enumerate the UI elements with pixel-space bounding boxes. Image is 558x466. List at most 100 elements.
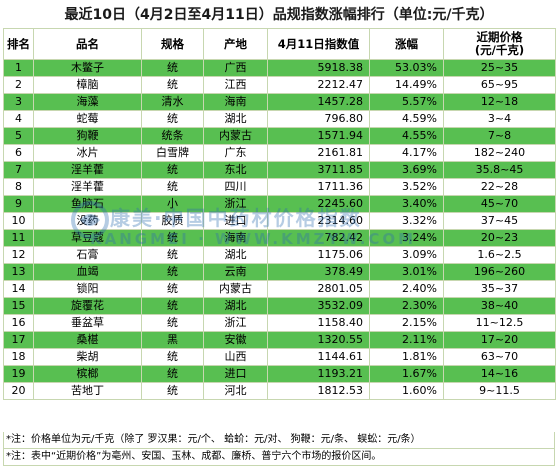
table-row: 5 狗鞭 统条 内蒙古 1571.94 4.55% 7~8 (3, 127, 556, 145)
cell-origin: 湖北 (203, 246, 268, 264)
cell-index-value: 1812.53 (267, 382, 370, 400)
cell-spec: 统 (141, 110, 204, 128)
cell-change: 2.15% (369, 314, 444, 332)
table-row: 2 樟脑统江西 2212.47 14.49% 65~95 (3, 76, 556, 94)
cell-name: 狗鞭 (33, 127, 142, 145)
cell-rank: 10 (3, 212, 34, 230)
page-title: 最近10日（4月2日至4月11日）品规指数涨幅排行（单位:元/千克） (0, 0, 558, 28)
cell-origin: 内蒙古 (203, 280, 268, 298)
footnote-markets: *注：表中“近期价格”为亳州、安国、玉林、成都、廉桥、普宁六个市场的报价区间。 (3, 449, 555, 466)
cell-spec: 统 (141, 59, 204, 77)
cell-origin: 海南 (203, 229, 268, 247)
cell-spec: 统 (141, 76, 204, 94)
cell-origin: 山西 (203, 348, 268, 366)
cell-origin: 进口 (203, 365, 268, 383)
cell-name: 樟脑 (33, 76, 142, 94)
header-spec: 规格 (141, 28, 204, 60)
cell-change: 14.49% (369, 76, 444, 94)
table-header-row: 排名 品名 规格 产地 4月11日指数值 涨幅 近期价格 (元/千克) (3, 28, 556, 60)
cell-index-value: 796.80 (267, 110, 370, 128)
cell-name: 淫羊藿 (33, 178, 142, 196)
cell-spec: 统 (141, 280, 204, 298)
cell-change: 3.52% (369, 178, 444, 196)
cell-recent-price: 65~95 (443, 76, 556, 94)
cell-index-value: 1144.61 (267, 348, 370, 366)
cell-rank: 8 (3, 178, 34, 196)
cell-rank: 4 (3, 110, 34, 128)
table-row: 17 桑椹黑安徽 1320.55 2.11% 17~20 (3, 331, 556, 349)
cell-recent-price: 182~240 (443, 144, 556, 162)
table-row: 11 草豆蔻统海南 782.42 3.24% 20~23 (3, 229, 556, 247)
cell-spec: 统 (141, 229, 204, 247)
cell-recent-price: 12~18 (443, 93, 556, 111)
cell-index-value: 1571.94 (267, 127, 370, 145)
cell-index-value: 1193.21 (267, 365, 370, 383)
cell-recent-price: 196~260 (443, 263, 556, 281)
cell-rank: 6 (3, 144, 34, 162)
cell-change: 53.03% (369, 59, 444, 77)
cell-name: 木鳖子 (33, 59, 142, 77)
cell-spec: 统条 (141, 127, 204, 145)
cell-index-value: 378.49 (267, 263, 370, 281)
cell-change: 3.24% (369, 229, 444, 247)
cell-spec: 统 (141, 348, 204, 366)
cell-rank: 7 (3, 161, 34, 179)
table-row: 12 石膏统湖北 1175.06 3.09% 1.6~2.5 (3, 246, 556, 264)
cell-name: 海藻 (33, 93, 142, 111)
table-row: 16 垂盆草统浙江 1158.40 2.15% 11~12.5 (3, 314, 556, 332)
cell-rank: 11 (3, 229, 34, 247)
header-name: 品名 (33, 28, 142, 60)
cell-spec: 白雪牌 (141, 144, 204, 162)
cell-change: 3.09% (369, 246, 444, 264)
cell-change: 3.01% (369, 263, 444, 281)
cell-origin: 内蒙古 (203, 127, 268, 145)
cell-name: 桑椹 (33, 331, 142, 349)
cell-index-value: 1158.40 (267, 314, 370, 332)
cell-name: 蛇莓 (33, 110, 142, 128)
cell-origin: 广东 (203, 144, 268, 162)
table-row: 1 木鳖子统广西 5918.38 53.03% 25~35 (3, 59, 556, 77)
cell-index-value: 2212.47 (267, 76, 370, 94)
cell-rank: 2 (3, 76, 34, 94)
table-row: 8 淫羊藿统四川 1711.36 3.52% 22~28 (3, 178, 556, 196)
cell-recent-price: 7~8 (443, 127, 556, 145)
cell-spec: 统 (141, 314, 204, 332)
cell-origin: 东北 (203, 161, 268, 179)
cell-rank: 18 (3, 348, 34, 366)
cell-recent-price: 11~12.5 (443, 314, 556, 332)
cell-recent-price: 37~45 (443, 212, 556, 230)
cell-change: 5.57% (369, 93, 444, 111)
cell-recent-price: 3~4 (443, 110, 556, 128)
cell-name: 旋覆花 (33, 297, 142, 315)
table-row: 19 槟榔统进口 1193.21 1.67% 14~16 (3, 365, 556, 383)
cell-recent-price: 63~70 (443, 348, 556, 366)
cell-rank: 5 (3, 127, 34, 145)
cell-rank: 13 (3, 263, 34, 281)
cell-recent-price: 22~28 (443, 178, 556, 196)
table-body: 1 木鳖子统广西 5918.38 53.03% 25~35 2 樟脑统江西 2212.47 14… (3, 59, 556, 400)
cell-spec: 统 (141, 161, 204, 179)
cell-change: 3.40% (369, 195, 444, 213)
cell-name: 鱼脑石 (33, 195, 142, 213)
cell-change: 2.40% (369, 280, 444, 298)
cell-recent-price: 1.6~2.5 (443, 246, 556, 264)
table-row: 4 蛇莓统湖北 796.80 4.59% 3~4 (3, 110, 556, 128)
cell-origin: 湖北 (203, 110, 268, 128)
table-row: 18 柴胡统山西 1144.61 1.81% 63~70 (3, 348, 556, 366)
cell-change: 3.69% (369, 161, 444, 179)
cell-index-value: 1457.28 (267, 93, 370, 111)
cell-spec: 统 (141, 246, 204, 264)
cell-change: 4.55% (369, 127, 444, 145)
cell-index-value: 5918.38 (267, 59, 370, 77)
table-row: 3 海藻 清水 海南 1457.28 5.57% 12~18 (3, 93, 556, 111)
cell-rank: 15 (3, 297, 34, 315)
cell-name: 淫羊藿 (33, 161, 142, 179)
cell-recent-price: 38~40 (443, 297, 556, 315)
cell-index-value: 3711.85 (267, 161, 370, 179)
cell-name: 柴胡 (33, 348, 142, 366)
cell-index-value: 3532.09 (267, 297, 370, 315)
cell-spec: 胶质 (141, 212, 204, 230)
cell-index-value: 2161.81 (267, 144, 370, 162)
cell-change: 1.81% (369, 348, 444, 366)
